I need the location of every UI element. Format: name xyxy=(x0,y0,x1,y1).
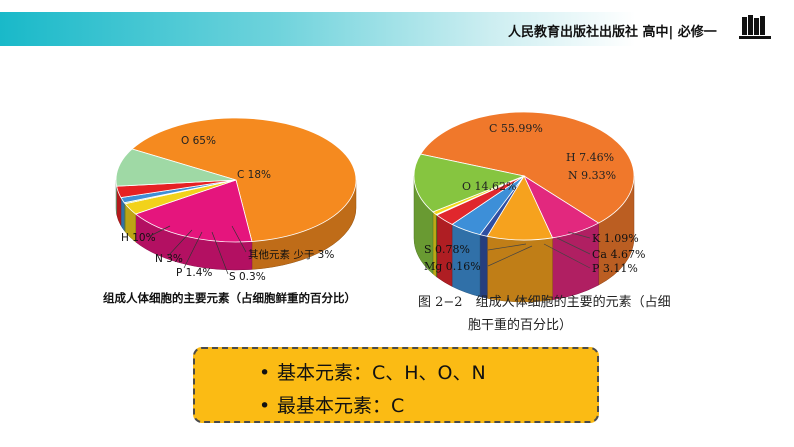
pie1-label-5: N 3% xyxy=(155,253,183,265)
pie2-label-0: C 55.99% xyxy=(489,122,543,135)
most-basic-element-text: 最基本元素：C xyxy=(277,395,405,417)
pie1-label-0: O 65% xyxy=(181,135,216,147)
right-chart-caption-line2: 胞干重的百分比） xyxy=(468,318,573,333)
pie2-slice-0 xyxy=(419,111,635,224)
leader-line xyxy=(231,225,247,253)
leader-line xyxy=(183,231,203,269)
leader-line xyxy=(487,243,527,251)
leader-line xyxy=(487,245,533,267)
pie2-slice-side-3 xyxy=(479,234,488,299)
leader-line xyxy=(167,229,193,257)
summary-line-most-basic: • 最基本元素：C xyxy=(259,391,404,418)
bullet: • xyxy=(259,395,271,417)
pie1-label-6: H 10% xyxy=(121,232,156,244)
bullet: • xyxy=(259,362,271,384)
basic-elements-text: 基本元素：C、H、O、N xyxy=(277,362,486,384)
summary-line-basic: • 基本元素：C、H、O、N xyxy=(259,358,486,385)
leader-line xyxy=(567,231,591,239)
leader-line xyxy=(556,237,591,255)
pie2-label-7: S 0.78% xyxy=(424,243,470,256)
books-icon xyxy=(739,15,771,39)
header-band xyxy=(0,12,794,46)
pie1-label-1: C 18% xyxy=(237,169,271,181)
summary-box: • 基本元素：C、H、O、N • 最基本元素：C xyxy=(193,347,599,423)
pie1-slice-6 xyxy=(115,148,237,187)
pie2-label-3: K 1.09% xyxy=(592,232,639,245)
pie2-label-1: H 7.46% xyxy=(566,151,614,164)
pie2-label-4: Ca 4.67% xyxy=(592,248,645,261)
pie1-label-3: S 0.3% xyxy=(229,271,266,283)
leader-line xyxy=(211,231,229,275)
right-chart-caption-line1: 图 2−2 组成人体细胞的主要的元素（占细 xyxy=(418,295,671,310)
header-title: 人民教育出版社出版社 高中| 必修一 xyxy=(508,25,717,40)
pie1-label-2: 其他元素 少于 3% xyxy=(248,248,334,261)
leader-line xyxy=(543,243,591,269)
pie1-label-4: P 1.4% xyxy=(176,267,212,279)
left-chart-caption: 组成人体细胞的主要元素（占细胞鲜重的百分比） xyxy=(103,291,356,305)
pie2-label-6: Mg 0.16% xyxy=(424,260,481,273)
pie1-slice-0 xyxy=(131,117,357,242)
pie2-label-2: N 9.33% xyxy=(568,169,616,182)
pie2-slice-8 xyxy=(413,153,526,213)
leader-line xyxy=(149,225,171,237)
pie2-label-5: P 3.11% xyxy=(592,262,638,275)
pie2-label-8: O 14.62% xyxy=(462,180,516,193)
